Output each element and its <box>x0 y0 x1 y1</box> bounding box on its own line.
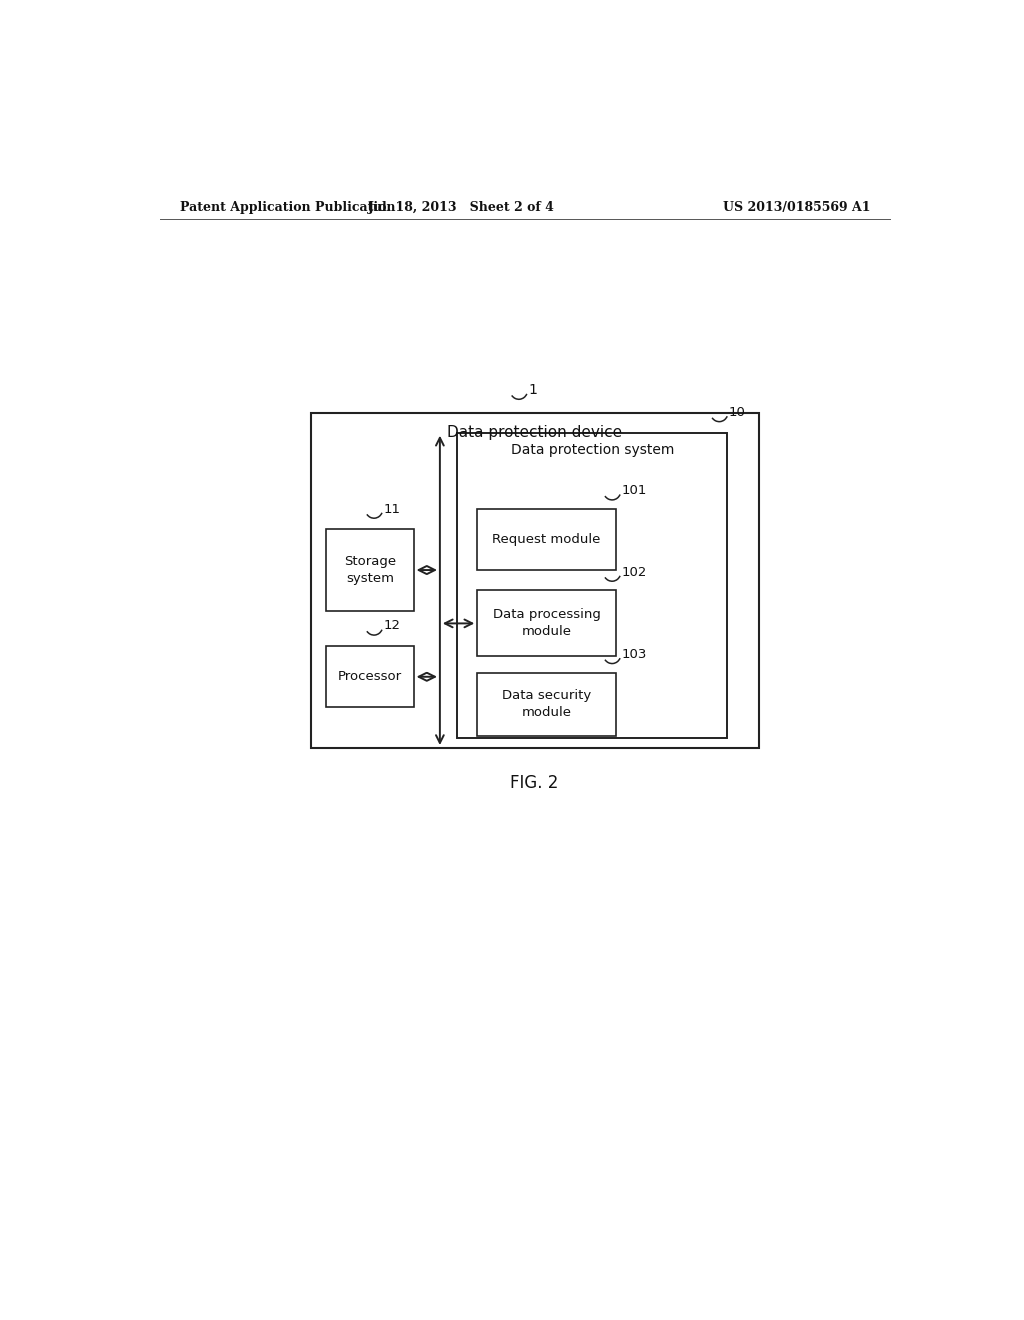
Text: 102: 102 <box>622 565 647 578</box>
Bar <box>477 510 616 570</box>
Text: 1: 1 <box>528 383 538 397</box>
Bar <box>477 590 616 656</box>
Text: Storage
system: Storage system <box>344 554 396 585</box>
Text: Data protection system: Data protection system <box>511 444 674 457</box>
Bar <box>477 673 616 735</box>
Text: Request module: Request module <box>493 533 601 546</box>
Text: US 2013/0185569 A1: US 2013/0185569 A1 <box>723 201 870 214</box>
Bar <box>327 529 414 611</box>
Text: Data processing
module: Data processing module <box>493 609 600 639</box>
Bar <box>458 433 727 738</box>
Text: 12: 12 <box>384 619 400 632</box>
Bar <box>310 412 759 748</box>
Text: Data security
module: Data security module <box>502 689 591 719</box>
Text: FIG. 2: FIG. 2 <box>510 775 558 792</box>
Text: Patent Application Publication: Patent Application Publication <box>179 201 395 214</box>
Text: Processor: Processor <box>338 671 402 684</box>
Text: 10: 10 <box>729 407 745 418</box>
Bar <box>327 647 414 708</box>
Text: 103: 103 <box>622 648 647 661</box>
Text: 11: 11 <box>384 503 400 516</box>
Text: Data protection device: Data protection device <box>447 425 623 440</box>
Text: Jul. 18, 2013   Sheet 2 of 4: Jul. 18, 2013 Sheet 2 of 4 <box>368 201 555 214</box>
Text: 101: 101 <box>622 484 647 498</box>
